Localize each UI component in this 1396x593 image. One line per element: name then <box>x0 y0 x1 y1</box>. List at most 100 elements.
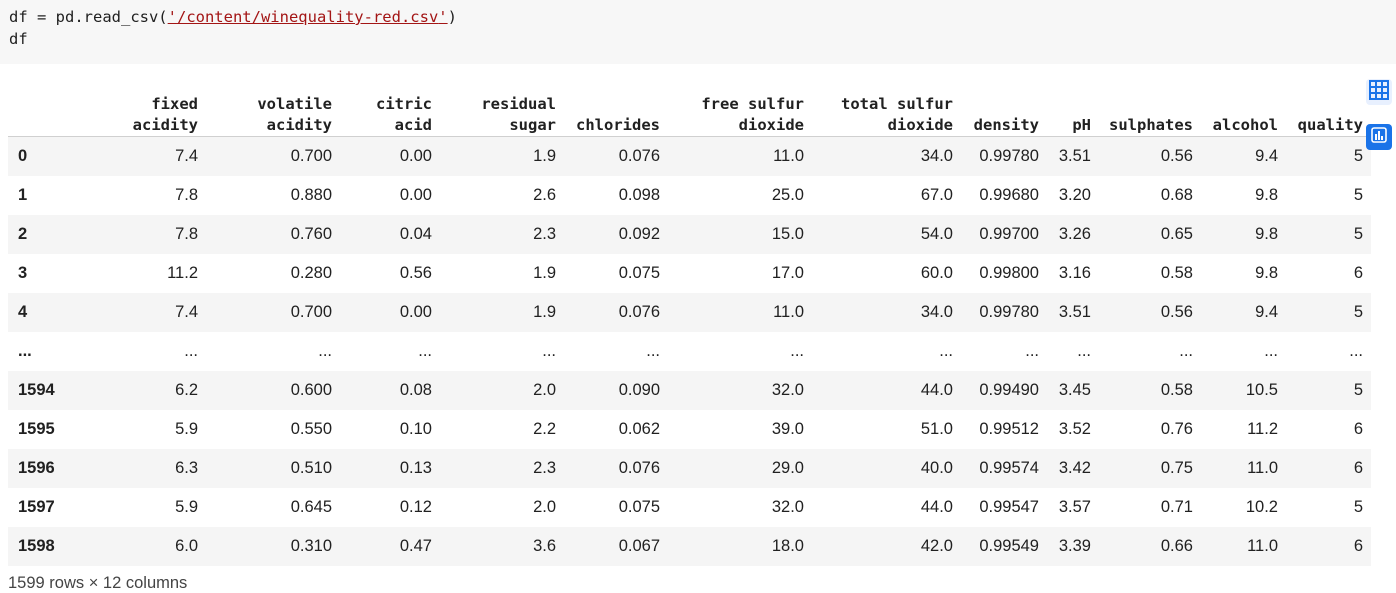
table-cell: 0.99547 <box>979 498 1039 516</box>
table-cell: 0.58 <box>1160 381 1193 399</box>
table-cell: 0.310 <box>290 537 332 555</box>
table-cell: 0.00 <box>399 186 432 204</box>
code-line-read-csv: df = pd.read_csv('/content/winequality-r… <box>9 6 457 28</box>
column-header: fixed acidity <box>94 72 206 137</box>
table-cell: 0.47 <box>399 537 432 555</box>
table-cell: 0.13 <box>399 459 432 477</box>
table-cell: 29.0 <box>771 459 804 477</box>
table-cell: 0.076 <box>618 459 660 477</box>
table-cell: 9.8 <box>1255 186 1278 204</box>
table-cell: 11.2 <box>167 264 198 282</box>
table-cell: 0.645 <box>290 498 332 516</box>
table-cell: 2.6 <box>533 186 556 204</box>
table-cell: 9.4 <box>1255 147 1278 165</box>
table-cell: 0.58 <box>1160 264 1193 282</box>
table-cell: 0.56 <box>1160 303 1193 321</box>
table-cell: 0.090 <box>618 381 660 399</box>
column-header: pH <box>1047 72 1099 137</box>
table-cell: 0.880 <box>290 186 332 204</box>
table-cell: 0.280 <box>290 264 332 282</box>
table-cell: 7.4 <box>175 147 198 165</box>
table-cell: 1.9 <box>533 147 556 165</box>
column-header: total sulfur dioxide <box>812 72 961 137</box>
table-cell: ... <box>184 342 198 360</box>
table-row: 1598 6.0 0.310 0.47 3.6 0.067 18.0 42.0 0.99549 3… <box>8 527 1371 566</box>
table-cell: 60.0 <box>920 264 953 282</box>
row-index: 3 <box>18 264 28 282</box>
table-cell: 3.26 <box>1058 225 1091 243</box>
table-cell: 44.0 <box>920 498 953 516</box>
table-cell: 3.20 <box>1058 186 1091 204</box>
table-cell: ... <box>1349 342 1363 360</box>
table-cell: 0.71 <box>1160 498 1193 516</box>
column-header: sulphates <box>1099 72 1201 137</box>
row-index: 4 <box>18 303 28 321</box>
table-cell: 0.99800 <box>979 264 1039 282</box>
table-cell: 5 <box>1353 303 1363 321</box>
table-cell: ... <box>646 342 660 360</box>
table-row: 4 7.4 0.700 0.00 1.9 0.076 11.0 34.0 0.99780 3.51… <box>8 293 1371 332</box>
table-cell: ... <box>1179 342 1193 360</box>
dataframe-table: fixed acidity volatile acidity citric acid… <box>8 72 1371 566</box>
table-cell: 0.66 <box>1160 537 1193 555</box>
table-cell: 0.550 <box>290 420 332 438</box>
code-quote-close: ' <box>438 8 448 26</box>
suggest-charts-button[interactable] <box>1366 124 1392 150</box>
table-cell: 17.0 <box>771 264 804 282</box>
code-cell[interactable]: df = pd.read_csv('/content/winequality-r… <box>0 0 1396 64</box>
table-cell: 3.39 <box>1058 537 1091 555</box>
table-cell: 5.9 <box>175 420 198 438</box>
table-row: ....................................... <box>8 332 1371 371</box>
table-cell: 0.600 <box>290 381 332 399</box>
table-cell: 39.0 <box>771 420 804 438</box>
table-cell: 5 <box>1353 147 1363 165</box>
table-cell: 0.700 <box>290 303 332 321</box>
table-cell: 2.0 <box>533 498 556 516</box>
table-cell: 0.075 <box>618 264 660 282</box>
table-cell: ... <box>318 342 332 360</box>
table-cell: 5 <box>1353 498 1363 516</box>
table-cell: 11.0 <box>1247 459 1278 477</box>
table-cell: ... <box>939 342 953 360</box>
row-index: 1594 <box>18 381 55 399</box>
table-cell: 0.076 <box>618 147 660 165</box>
table-cell: 25.0 <box>771 186 804 204</box>
table-cell: 3.51 <box>1058 303 1091 321</box>
table-cell: 0.700 <box>290 147 332 165</box>
table-icon <box>1368 79 1390 106</box>
column-header: citric acid <box>340 72 440 137</box>
code-line-df: df <box>9 30 28 48</box>
table-cell: 0.00 <box>399 303 432 321</box>
table-cell: 34.0 <box>920 303 953 321</box>
interactive-table-button[interactable] <box>1366 79 1392 105</box>
table-cell: 3.45 <box>1058 381 1091 399</box>
table-cell: 11.2 <box>1247 420 1278 438</box>
table-cell: 6 <box>1353 420 1363 438</box>
table-cell: ... <box>1264 342 1278 360</box>
column-header: density <box>961 72 1047 137</box>
table-cell: 0.76 <box>1160 420 1193 438</box>
index-header <box>8 72 94 137</box>
table-cell: 0.99512 <box>979 420 1039 438</box>
table-cell: 0.098 <box>618 186 660 204</box>
row-column-count: 1599 rows × 12 columns <box>8 574 188 592</box>
row-index: 1597 <box>18 498 55 516</box>
table-cell: 0.65 <box>1160 225 1193 243</box>
table-cell: 2.3 <box>533 225 556 243</box>
column-header: free sulfur dioxide <box>668 72 812 137</box>
table-cell: 0.99490 <box>979 381 1039 399</box>
table-cell: 0.99549 <box>979 537 1039 555</box>
table-cell: 1.9 <box>533 264 556 282</box>
table-cell: 5.9 <box>175 498 198 516</box>
table-cell: 0.075 <box>618 498 660 516</box>
table-cell: 0.99574 <box>979 459 1039 477</box>
table-cell: 6 <box>1353 264 1363 282</box>
table-cell: 10.5 <box>1245 381 1278 399</box>
table-cell: 3.57 <box>1058 498 1091 516</box>
code-call: df = pd.read_csv( <box>9 8 168 26</box>
table-cell: 0.067 <box>618 537 660 555</box>
table-cell: 34.0 <box>920 147 953 165</box>
table-cell: 0.12 <box>399 498 432 516</box>
table-cell: 1.9 <box>533 303 556 321</box>
table-cell: 44.0 <box>920 381 953 399</box>
